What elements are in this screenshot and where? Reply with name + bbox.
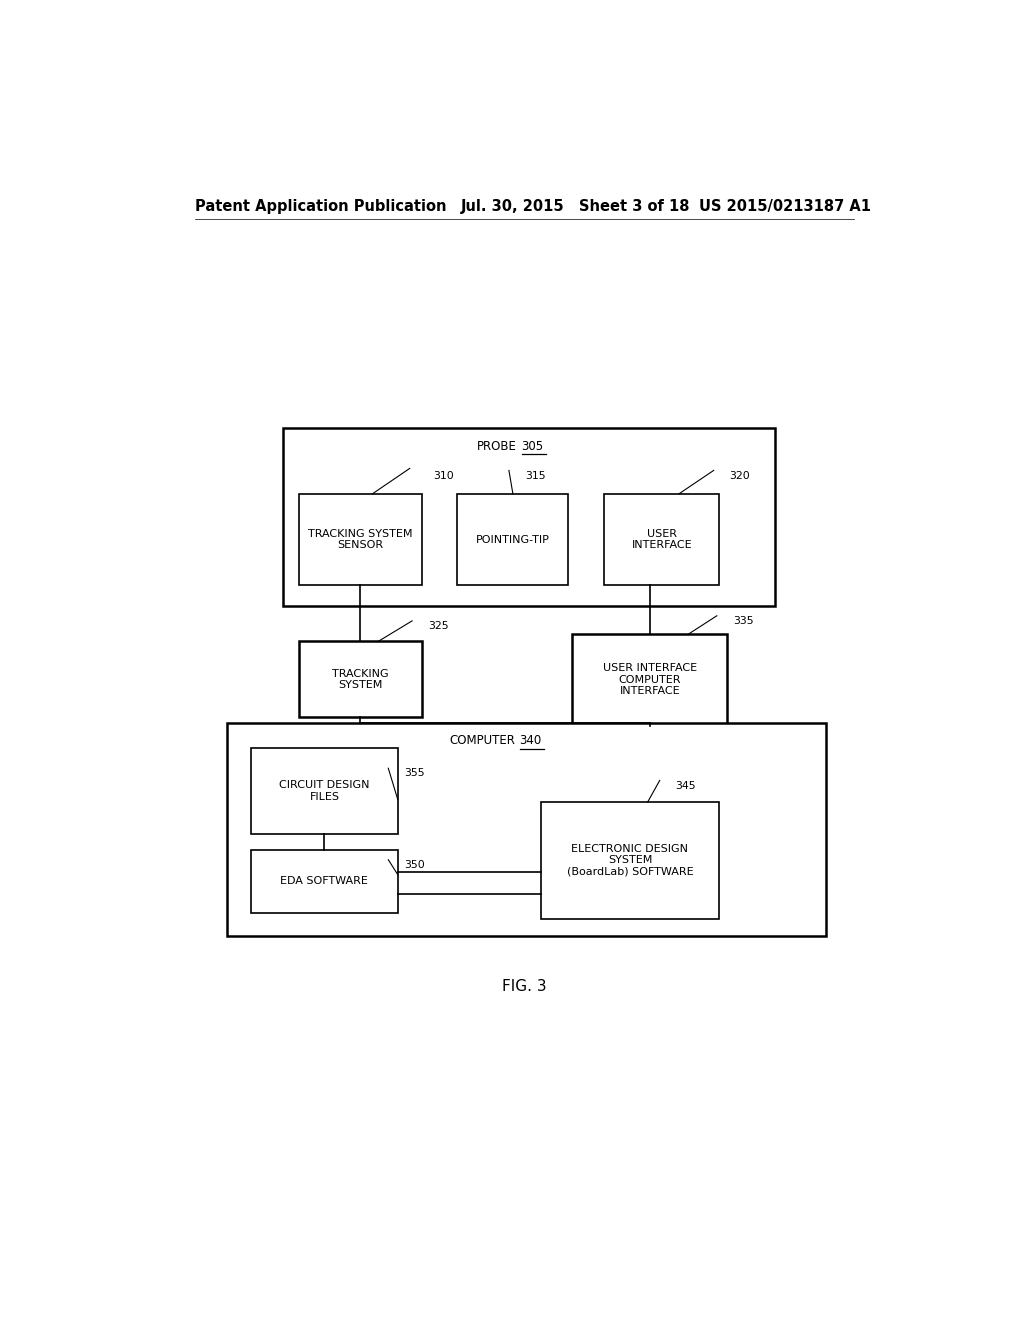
Bar [458,494,568,585]
Text: 310: 310 [433,471,455,480]
Text: US 2015/0213187 A1: US 2015/0213187 A1 [699,199,871,214]
Text: PROBE: PROBE [477,440,517,453]
Text: 315: 315 [524,471,546,480]
Text: POINTING-TIP: POINTING-TIP [476,535,550,545]
Text: 320: 320 [729,471,751,480]
Text: 340: 340 [519,734,541,747]
Text: TRACKING
SYSTEM: TRACKING SYSTEM [332,668,388,690]
Bar [541,801,719,919]
Text: 305: 305 [521,440,543,453]
Text: Patent Application Publication: Patent Application Publication [196,199,446,214]
Bar [299,642,422,718]
Bar [572,634,727,726]
Bar [283,428,775,606]
Text: USER INTERFACE
COMPUTER
INTERFACE: USER INTERFACE COMPUTER INTERFACE [603,663,697,697]
Text: CIRCUIT DESIGN
FILES: CIRCUIT DESIGN FILES [280,780,370,803]
Bar [604,494,719,585]
Text: COMPUTER: COMPUTER [449,734,515,747]
Text: 345: 345 [676,780,696,791]
Bar [251,850,397,912]
Text: Jul. 30, 2015   Sheet 3 of 18: Jul. 30, 2015 Sheet 3 of 18 [461,199,691,214]
Text: 325: 325 [428,620,449,631]
Text: 355: 355 [404,768,425,779]
Text: FIG. 3: FIG. 3 [503,979,547,994]
Bar [251,748,397,834]
Bar [227,722,826,936]
Text: USER
INTERFACE: USER INTERFACE [632,529,692,550]
Text: TRACKING SYSTEM
SENSOR: TRACKING SYSTEM SENSOR [308,529,413,550]
Text: 350: 350 [404,859,425,870]
Bar [299,494,422,585]
Text: ELECTRONIC DESIGN
SYSTEM
(BoardLab) SOFTWARE: ELECTRONIC DESIGN SYSTEM (BoardLab) SOFT… [566,843,693,876]
Text: 335: 335 [733,616,754,626]
Text: EDA SOFTWARE: EDA SOFTWARE [281,876,369,886]
